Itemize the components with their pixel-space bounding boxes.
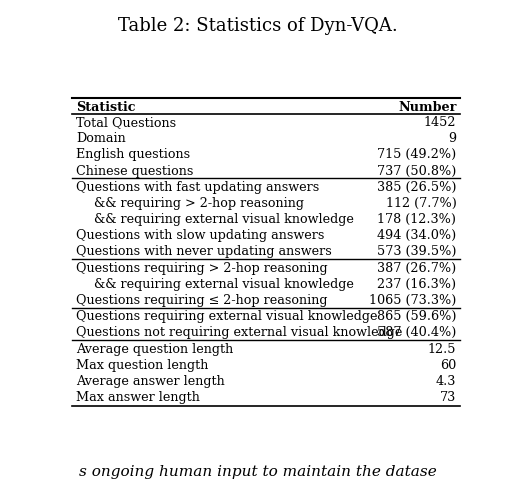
Text: 865 (59.6%): 865 (59.6%) xyxy=(377,310,457,323)
Text: 12.5: 12.5 xyxy=(428,343,457,356)
Text: Average question length: Average question length xyxy=(76,343,234,356)
Text: Chinese questions: Chinese questions xyxy=(76,165,194,178)
Text: 9: 9 xyxy=(448,132,457,145)
Text: 387 (26.7%): 387 (26.7%) xyxy=(377,261,457,274)
Text: Questions requiring ≤ 2-hop reasoning: Questions requiring ≤ 2-hop reasoning xyxy=(76,294,328,307)
Text: Max answer length: Max answer length xyxy=(76,391,200,404)
Text: Statistic: Statistic xyxy=(76,101,136,114)
Text: Questions not requiring external visual knowledge: Questions not requiring external visual … xyxy=(76,326,403,339)
Text: 178 (12.3%): 178 (12.3%) xyxy=(377,213,457,226)
Text: 1065 (73.3%): 1065 (73.3%) xyxy=(369,294,457,307)
Text: Questions requiring external visual knowledge: Questions requiring external visual know… xyxy=(76,310,378,323)
Text: 73: 73 xyxy=(440,391,457,404)
Text: 385 (26.5%): 385 (26.5%) xyxy=(377,181,457,194)
Text: Number: Number xyxy=(398,101,457,114)
Text: Questions with never updating answers: Questions with never updating answers xyxy=(76,245,332,258)
Text: Table 2: Statistics of Dyn-VQA.: Table 2: Statistics of Dyn-VQA. xyxy=(118,17,398,35)
Text: 494 (34.0%): 494 (34.0%) xyxy=(377,229,457,242)
Text: Max question length: Max question length xyxy=(76,359,209,372)
Text: s ongoing human input to maintain the datase: s ongoing human input to maintain the da… xyxy=(79,465,437,479)
Text: 112 (7.7%): 112 (7.7%) xyxy=(385,197,457,210)
Text: 573 (39.5%): 573 (39.5%) xyxy=(377,245,457,258)
Text: 1452: 1452 xyxy=(424,116,457,129)
Text: && requiring external visual knowledge: && requiring external visual knowledge xyxy=(94,278,354,291)
Text: Questions requiring > 2-hop reasoning: Questions requiring > 2-hop reasoning xyxy=(76,261,328,274)
Text: Questions with fast updating answers: Questions with fast updating answers xyxy=(76,181,320,194)
Text: 737 (50.8%): 737 (50.8%) xyxy=(377,165,457,178)
Text: 237 (16.3%): 237 (16.3%) xyxy=(377,278,457,291)
Text: 4.3: 4.3 xyxy=(436,375,457,388)
Text: 60: 60 xyxy=(440,359,457,372)
Text: 715 (49.2%): 715 (49.2%) xyxy=(377,148,457,161)
Text: Questions with slow updating answers: Questions with slow updating answers xyxy=(76,229,325,242)
Text: 587 (40.4%): 587 (40.4%) xyxy=(377,326,457,339)
Text: English questions: English questions xyxy=(76,148,190,161)
Text: && requiring > 2-hop reasoning: && requiring > 2-hop reasoning xyxy=(94,197,304,210)
Text: Total Questions: Total Questions xyxy=(76,116,176,129)
Text: Average answer length: Average answer length xyxy=(76,375,225,388)
Text: Domain: Domain xyxy=(76,132,126,145)
Text: && requiring external visual knowledge: && requiring external visual knowledge xyxy=(94,213,354,226)
